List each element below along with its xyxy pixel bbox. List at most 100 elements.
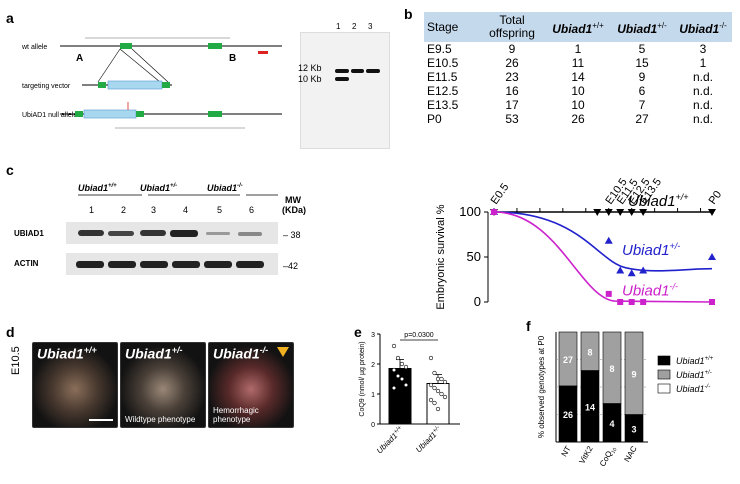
mw-label: MW <box>285 195 301 205</box>
data-point <box>439 376 444 382</box>
header-stage: Stage <box>424 12 478 42</box>
table-cell: 26 <box>505 56 519 70</box>
targeting-vector-label: targeting vector <box>22 83 71 90</box>
data-point <box>616 209 625 216</box>
table-cell: 1 <box>699 56 707 70</box>
blot-row-actin: ACTIN <box>14 259 39 268</box>
table-cell: 9 <box>638 70 646 84</box>
table-row: P0 53 26 27 n.d. <box>424 112 732 126</box>
y-tick-label: 0 <box>474 294 481 309</box>
y-tick-label: 2 <box>371 362 375 369</box>
band-lane3-12kb <box>366 69 380 73</box>
allele-schematic: wt allele A B targeting vector UbiAD1 nu… <box>21 37 282 129</box>
x-tick-label: E0.5 <box>489 181 512 206</box>
panel-label-c: c <box>6 162 14 178</box>
data-point <box>439 391 444 397</box>
header-ko: Ubiad1-/- <box>674 12 732 42</box>
data-point <box>709 299 715 305</box>
band-label-10kb: 10 Kb <box>298 74 322 84</box>
blot-lane-6: 6 <box>249 205 255 215</box>
table-cell: n.d. <box>692 98 713 112</box>
table-row: E10.5 26 11 15 1 <box>424 56 732 70</box>
lane-label-2: 2 <box>352 22 357 31</box>
legend-swatch <box>657 355 671 366</box>
genotype-table: Stage Total offspring Ubiad1+/+ Ubiad1+/… <box>424 12 732 126</box>
neo-cassette <box>107 80 163 90</box>
survival-legend-label: Ubiad1-/- <box>622 282 678 300</box>
mw-marker-42: –42 <box>283 261 299 271</box>
scale-bar <box>89 419 113 421</box>
coq9-chart: 0 1 2 3 CoQ9 (nmol/ µg protein) p=0.0300 Ubiad… <box>359 332 460 456</box>
embryo-genotype-het-1: Ubiad1+/- <box>125 345 183 362</box>
data-point <box>399 361 405 367</box>
table-cell: n.d. <box>692 84 713 98</box>
band-lane1-12kb <box>335 69 349 73</box>
data-point <box>403 364 409 370</box>
table-cell: 1 <box>574 42 582 56</box>
embryo-genotype-wt: Ubiad1+/+ <box>37 345 97 362</box>
blot-lane-1: 1 <box>89 205 95 215</box>
header-total: Total offspring <box>478 12 546 42</box>
table-cell: 5 <box>638 42 646 56</box>
probe-b-label: B <box>229 53 236 64</box>
table-cell: 9 <box>508 42 516 56</box>
data-point <box>395 373 401 379</box>
x-tick-label: NT <box>560 444 573 458</box>
data-point <box>708 253 716 260</box>
segment-count-label: 14 <box>585 402 595 412</box>
data-point <box>639 209 648 216</box>
table-cell: 15 <box>635 56 649 70</box>
data-point <box>442 379 448 385</box>
y-axis-label: Embryonic survival % <box>436 204 447 309</box>
blot-group-ko: Ubiad1-/- <box>207 183 243 193</box>
band-label-12kb: 12 Kb <box>298 63 322 73</box>
y-tick-label: 3 <box>371 332 375 339</box>
panel-label-b: b <box>404 6 413 22</box>
y-tick-label: 0 <box>371 422 375 429</box>
data-point <box>617 299 624 305</box>
table-cell: 53 <box>505 112 519 126</box>
x-tick-label: NAC <box>622 444 638 463</box>
data-point <box>399 376 405 382</box>
embryo-photo-het-hemorrhagic: Ubiad1-/- Hemorrhagic phenotype <box>208 342 294 428</box>
data-point <box>593 209 602 216</box>
exon-2-wt <box>208 43 222 49</box>
blot-lane-2: 2 <box>121 205 127 215</box>
table-cell: E13.5 <box>427 98 459 112</box>
y-axis-label: CoQ9 (nmol/ µg protein) <box>359 341 366 416</box>
legend-label: Ubiad1+/- <box>676 370 712 380</box>
band-lane2-12kb <box>351 69 364 73</box>
null-allele-label: UbiAD1 null allele <box>22 112 77 119</box>
band-lane1-10kb <box>335 77 349 81</box>
header-wt: Ubiad1+/+ <box>546 12 610 42</box>
segment-count-label: 8 <box>587 347 592 357</box>
exon-1-wt <box>120 43 132 49</box>
stage-label: E10.5 <box>10 346 22 375</box>
data-point <box>391 367 397 373</box>
data-point <box>627 269 636 277</box>
legend-label: Ubiad1+/+ <box>676 356 714 366</box>
x-tick-label: Ubiad1+/+ <box>375 425 406 456</box>
data-point <box>708 209 716 216</box>
table-cell: 14 <box>571 70 585 84</box>
survival-curve <box>493 211 713 303</box>
actin-blot-strip <box>66 253 278 275</box>
header-het: Ubiad1+/- <box>610 12 674 42</box>
mw-marker-38: – 38 <box>283 230 301 240</box>
probe-marker <box>258 51 268 54</box>
table-cell: 10 <box>571 84 585 98</box>
table-cell: 7 <box>638 98 646 112</box>
data-point <box>604 209 613 216</box>
y-axis-label: % observed genotypes at P0 <box>537 335 546 438</box>
table-row: E11.5 23 14 9 n.d. <box>424 70 732 84</box>
p-value-label: p=0.0300 <box>404 332 433 339</box>
table-row: E13.5 17 10 7 n.d. <box>424 98 732 112</box>
panel-label-a: a <box>6 10 14 26</box>
data-point <box>428 397 434 403</box>
caption-wildtype: Wildtype phenotype <box>125 415 196 424</box>
genotype-stacked-chart: % observed genotypes at P0 26 27 NT 14 8 VitK2… <box>537 331 714 468</box>
table-cell: 23 <box>505 70 519 84</box>
segment-count-label: 26 <box>563 410 573 420</box>
stacked-bar-segment <box>624 331 644 415</box>
data-point <box>435 376 441 382</box>
